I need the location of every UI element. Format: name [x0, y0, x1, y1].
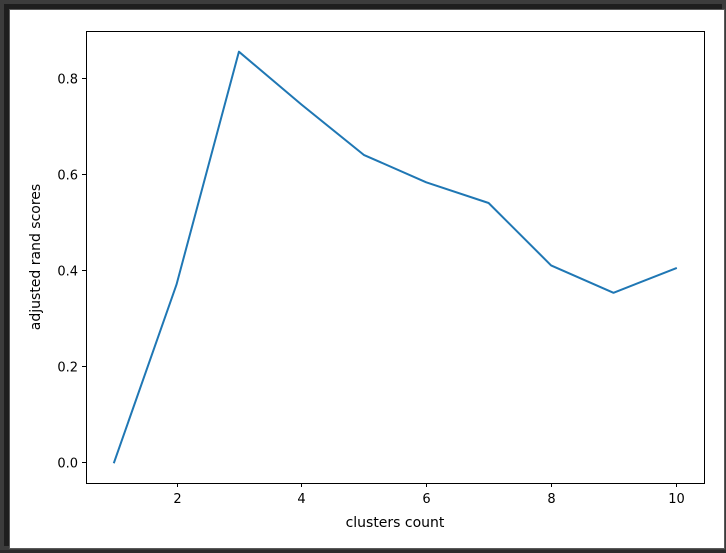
x-tick-label: 8	[547, 492, 555, 507]
x-axis-title: clusters count	[346, 515, 445, 531]
x-tick-label: 6	[422, 492, 430, 507]
y-tick-label: 0.2	[57, 361, 78, 376]
y-axis-ticks: 0.0 0.2 0.4 0.6 0.8	[57, 73, 86, 472]
series-group	[114, 52, 676, 463]
plot-area: 0.0 0.2 0.4 0.6 0.8 2 4 6 8 10	[57, 32, 704, 508]
figure-canvas: 0.0 0.2 0.4 0.6 0.8 2 4 6 8 10 clusters count ad…	[10, 10, 724, 548]
line-chart: 0.0 0.2 0.4 0.6 0.8 2 4 6 8 10 clusters count ad…	[10, 10, 724, 548]
y-tick-label: 0.4	[57, 265, 78, 280]
axes-frame	[87, 32, 705, 484]
x-tick-label: 2	[173, 492, 181, 507]
x-tick-label: 4	[297, 492, 305, 507]
series-line	[114, 52, 676, 463]
x-tick-label: 10	[668, 492, 685, 507]
y-tick-label: 0.8	[57, 73, 78, 88]
y-tick-label: 0.0	[57, 457, 78, 472]
x-axis-ticks: 2 4 6 8 10	[173, 483, 684, 507]
y-axis-title: adjusted rand scores	[28, 184, 44, 330]
y-tick-label: 0.6	[57, 169, 78, 184]
